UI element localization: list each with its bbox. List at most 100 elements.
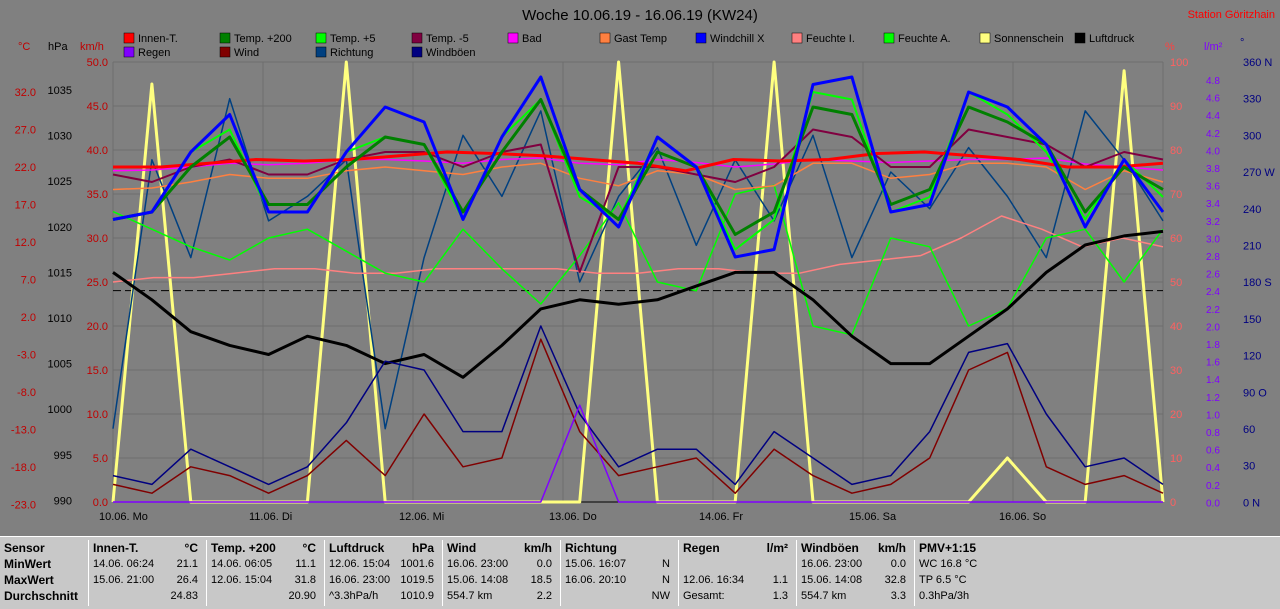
stats-innen-panel: Innen-T. °C 14.06. 06:24 21.1 15.06. 21:00 26… [88, 540, 206, 606]
stats-cell-value: 2.2 [536, 590, 552, 602]
x-tick-label: 13.06. Do [549, 511, 597, 523]
legend-swatch [315, 46, 327, 58]
rain-tick-label: 2.4 [1206, 287, 1220, 298]
percent-tick-label: 30 [1170, 365, 1182, 377]
stats-richtung-head: Richtung [565, 540, 674, 556]
stats-luftdruck-title: Luftdruck [329, 541, 385, 555]
direction-tick-label: 240 [1243, 204, 1261, 216]
legend-label: Feuchte A. [898, 33, 951, 45]
stats-richtung-panel: Richtung 15.06. 16:07 N 16.06. 20:10 N NW [560, 540, 678, 606]
temp-tick-label: -3.0 [17, 350, 36, 362]
stats-regen-panel: Regen l/m² 12.06. 16:34 1.1 Gesamt: 1.3 [678, 540, 796, 606]
stats-wind-row: 15.06. 14:08 18.5 [447, 572, 556, 588]
legend-label: Gast Temp [614, 33, 667, 45]
direction-tick-label: 0 N [1243, 497, 1260, 509]
stats-cell-label: 554.7 km [447, 590, 493, 602]
statistics-table: Sensor MinWert MaxWert Durchschnitt Inne… [0, 536, 1280, 609]
rain-tick-label: 1.0 [1206, 410, 1220, 421]
stats-cell-value: N [662, 574, 670, 586]
pressure-tick-label: 1015 [48, 267, 72, 279]
stats-luftdruck-panel: Luftdruck hPa 12.06. 15:04 1001.6 16.06. 23:… [324, 540, 442, 606]
stats-cell-label: 554.7 km [801, 590, 847, 602]
stats-pmv-row: 0.3hPa/3h [919, 588, 1040, 604]
rain-tick-label: 3.4 [1206, 199, 1220, 210]
legend-swatch [219, 32, 231, 44]
temp-tick-label: 22.0 [15, 162, 36, 174]
series-windb-en-line [112, 325, 1164, 486]
pressure-tick-label: 1005 [48, 359, 72, 371]
legend-swatch [507, 32, 519, 44]
stats-cell-label: TP 6.5 °C [919, 574, 967, 586]
legend-label: Temp. +200 [234, 33, 292, 45]
weather-chart: Woche 10.06.19 - 16.06.19 (KW24) Station … [11, 7, 1275, 523]
rain-tick-label: 2.8 [1206, 252, 1220, 263]
stats-cell-value: 1010.9 [400, 590, 434, 602]
legend-label: Windchill X [710, 33, 765, 45]
pressure-tick-label: 990 [54, 495, 72, 507]
stats-innen-row: 24.83 [93, 588, 202, 604]
stats-innen-title: Innen-T. [93, 541, 139, 555]
stats-windboeen-row: 15.06. 14:08 32.8 [801, 572, 910, 588]
temp-tick-label: 17.0 [15, 200, 36, 212]
pressure-tick-label: 1020 [48, 222, 72, 234]
stats-temp200-title: Temp. +200 [211, 541, 276, 555]
pressure-tick-label: 1025 [48, 176, 72, 188]
stats-pmv-row: WC 16.8 °C [919, 556, 1040, 572]
stats-windboeen-unit: km/h [877, 541, 906, 555]
series-windchill-x-line [112, 75, 1165, 259]
stats-cell-label: 15.06. 14:08 [801, 574, 863, 586]
direction-tick-label: 360 N [1243, 57, 1272, 69]
series-richtung-line [112, 97, 1164, 430]
stats-cell-value: 11.1 [295, 558, 316, 570]
pressure-tick-label: 1030 [48, 131, 72, 143]
stats-luftdruck-unit: hPa [411, 541, 434, 555]
series-temp-5-line [112, 91, 1164, 251]
rain-tick-label: 4.4 [1206, 111, 1220, 122]
legend-swatch [219, 46, 231, 58]
stats-innen-head: Innen-T. °C [93, 540, 202, 556]
stats-regen-row: 12.06. 16:34 1.1 [683, 572, 792, 588]
stats-cell-label: Gesamt: [683, 590, 725, 602]
station-name: Station Göritzhain [1188, 9, 1275, 21]
pressure-tick-label: 995 [54, 450, 72, 462]
stats-windboeen-row: 554.7 km 3.3 [801, 588, 910, 604]
legend-label: Regen [138, 47, 170, 59]
stats-cell-label: 12.06. 15:04 [329, 558, 391, 570]
wind-tick-label: 0.0 [93, 497, 108, 509]
temp-tick-label: -23.0 [11, 500, 36, 512]
rain-tick-label: 2.6 [1206, 270, 1220, 281]
stats-cell-value: 1001.6 [400, 558, 434, 570]
direction-tick-label: 90 O [1243, 387, 1267, 399]
stats-windboeen-panel: Windböen km/h 16.06. 23:00 0.0 15.06. 14:08 3… [796, 540, 914, 606]
axis-unit-pressure: hPa [48, 41, 68, 53]
series-feuchte-a--line [112, 184, 1164, 336]
stats-cell-value: 0.0 [890, 558, 906, 570]
stats-wind-head: Wind km/h [447, 540, 556, 556]
stats-cell-value: 1.3 [772, 590, 788, 602]
axis-unit-direction: ° [1240, 37, 1244, 49]
stats-cell-label: 16.06. 23:00 [801, 558, 863, 570]
stats-cell-label: 0.3hPa/3h [919, 590, 970, 602]
stats-cell-value: NW [651, 590, 670, 602]
stats-cell-label: 15.06. 14:08 [447, 574, 509, 586]
legend-label: Wind [234, 47, 259, 59]
direction-tick-label: 300 [1243, 130, 1261, 142]
axis-unit-wind: km/h [80, 41, 104, 53]
stats-cell-value: 1019.5 [400, 574, 434, 586]
temp-tick-label: 27.0 [15, 125, 36, 137]
direction-tick-label: 210 [1243, 241, 1261, 253]
stats-temp200-row: 14.06. 06:05 11.1 [211, 556, 320, 572]
rain-tick-label: 0.0 [1206, 498, 1220, 509]
pressure-tick-label: 1035 [48, 85, 72, 97]
x-tick-label: 16.06. So [999, 511, 1046, 523]
x-tick-label: 14.06. Fr [699, 511, 743, 523]
legend-label: Richtung [330, 47, 373, 59]
stats-pmv-head: PMV+1:15 [919, 540, 1040, 556]
legend-label: Sonnenschein [994, 33, 1064, 45]
stats-cell-value: N [662, 558, 670, 570]
legend-swatch [123, 32, 135, 44]
stats-luftdruck-row: 16.06. 23:00 1019.5 [329, 572, 438, 588]
stats-regen-row: Gesamt: 1.3 [683, 588, 792, 604]
stats-regen-title: Regen [683, 541, 720, 555]
stats-temp200-unit: °C [302, 541, 316, 555]
